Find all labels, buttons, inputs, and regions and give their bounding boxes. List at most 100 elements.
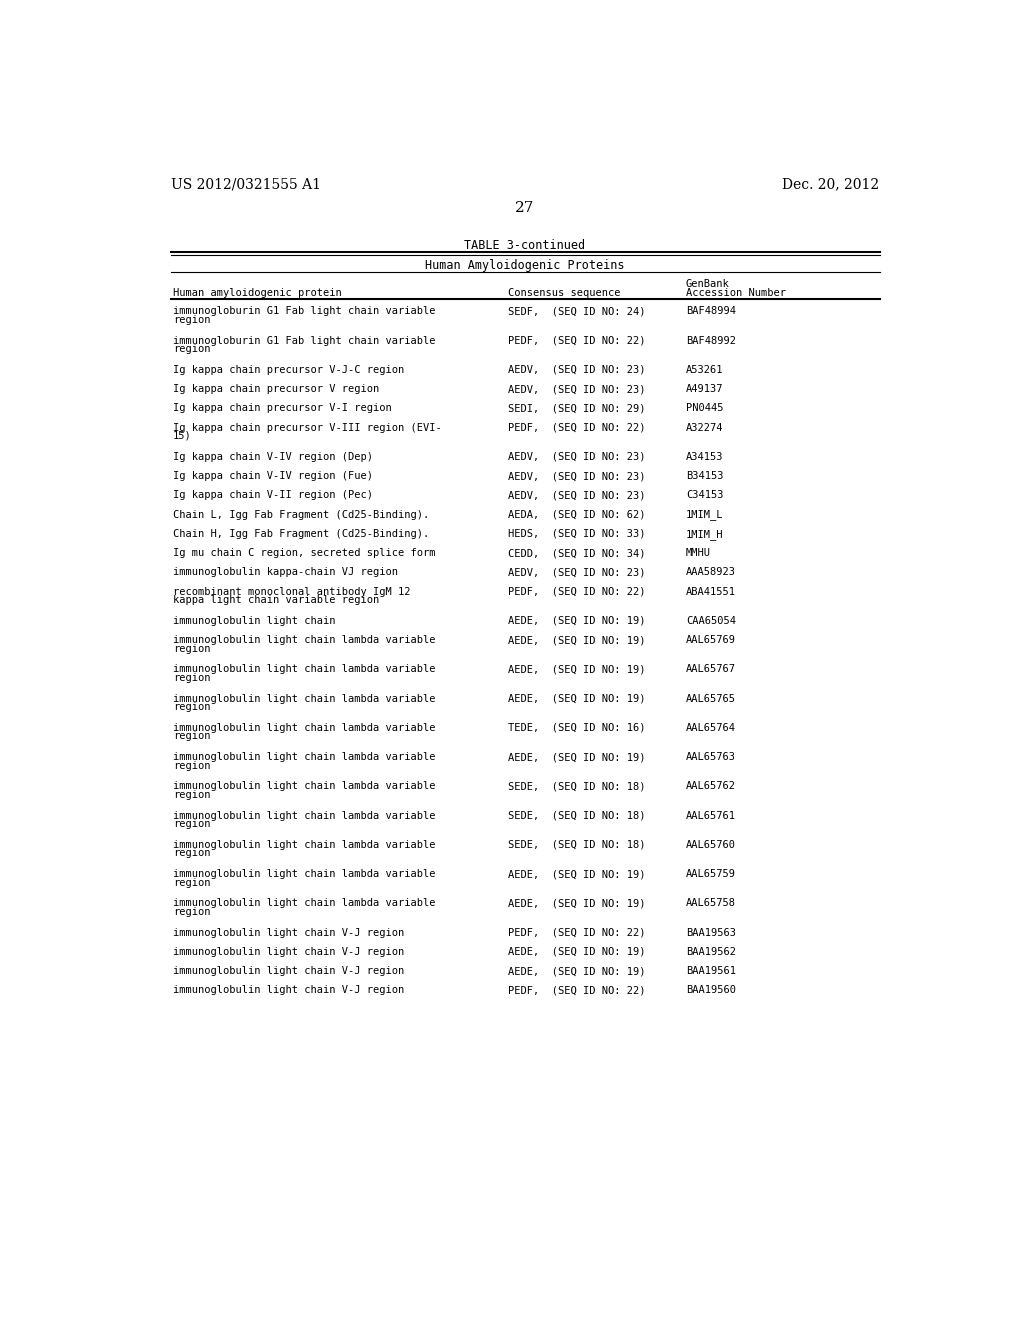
Text: immunoglobulin light chain lambda variable: immunoglobulin light chain lambda variab… <box>173 899 435 908</box>
Text: A53261: A53261 <box>686 364 724 375</box>
Text: immunogloburin G1 Fab light chain variable: immunogloburin G1 Fab light chain variab… <box>173 335 435 346</box>
Text: AAL65761: AAL65761 <box>686 810 736 821</box>
Text: immunoglobulin light chain lambda variable: immunoglobulin light chain lambda variab… <box>173 869 435 879</box>
Text: 1MIM_L: 1MIM_L <box>686 510 724 520</box>
Text: C34153: C34153 <box>686 490 724 500</box>
Text: BAA19562: BAA19562 <box>686 946 736 957</box>
Text: immunoglobulin kappa-chain VJ region: immunoglobulin kappa-chain VJ region <box>173 568 398 577</box>
Text: AEDE,  (SEQ ID NO: 19): AEDE, (SEQ ID NO: 19) <box>508 635 645 645</box>
Text: Chain H, Igg Fab Fragment (Cd25-Binding).: Chain H, Igg Fab Fragment (Cd25-Binding)… <box>173 529 429 539</box>
Text: BAF48994: BAF48994 <box>686 306 736 317</box>
Text: region: region <box>173 907 211 917</box>
Text: BAA19563: BAA19563 <box>686 928 736 937</box>
Text: B34153: B34153 <box>686 471 724 480</box>
Text: AEDE,  (SEQ ID NO: 19): AEDE, (SEQ ID NO: 19) <box>508 899 645 908</box>
Text: AAL65765: AAL65765 <box>686 693 736 704</box>
Text: AAL65760: AAL65760 <box>686 840 736 850</box>
Text: CEDD,  (SEQ ID NO: 34): CEDD, (SEQ ID NO: 34) <box>508 548 645 558</box>
Text: AAA58923: AAA58923 <box>686 568 736 577</box>
Text: immunoglobulin light chain V-J region: immunoglobulin light chain V-J region <box>173 966 404 975</box>
Text: AAL65758: AAL65758 <box>686 899 736 908</box>
Text: region: region <box>173 345 211 354</box>
Text: A34153: A34153 <box>686 451 724 462</box>
Text: Ig kappa chain precursor V-III region (EVI-: Ig kappa chain precursor V-III region (E… <box>173 422 441 433</box>
Text: Chain L, Igg Fab Fragment (Cd25-Binding).: Chain L, Igg Fab Fragment (Cd25-Binding)… <box>173 510 429 520</box>
Text: SEDF,  (SEQ ID NO: 24): SEDF, (SEQ ID NO: 24) <box>508 306 645 317</box>
Text: 1MIM_H: 1MIM_H <box>686 529 724 540</box>
Text: AEDA,  (SEQ ID NO: 62): AEDA, (SEQ ID NO: 62) <box>508 510 645 520</box>
Text: CAA65054: CAA65054 <box>686 615 736 626</box>
Text: immunogloburin G1 Fab light chain variable: immunogloburin G1 Fab light chain variab… <box>173 306 435 317</box>
Text: PEDF,  (SEQ ID NO: 22): PEDF, (SEQ ID NO: 22) <box>508 335 645 346</box>
Text: immunoglobulin light chain lambda variable: immunoglobulin light chain lambda variab… <box>173 752 435 762</box>
Text: SEDI,  (SEQ ID NO: 29): SEDI, (SEQ ID NO: 29) <box>508 404 645 413</box>
Text: region: region <box>173 789 211 800</box>
Text: AAL65759: AAL65759 <box>686 869 736 879</box>
Text: immunoglobulin light chain lambda variable: immunoglobulin light chain lambda variab… <box>173 781 435 791</box>
Text: PN0445: PN0445 <box>686 404 724 413</box>
Text: AAL65767: AAL65767 <box>686 664 736 675</box>
Text: AEDE,  (SEQ ID NO: 19): AEDE, (SEQ ID NO: 19) <box>508 664 645 675</box>
Text: immunoglobulin light chain lambda variable: immunoglobulin light chain lambda variab… <box>173 840 435 850</box>
Text: region: region <box>173 849 211 858</box>
Text: PEDF,  (SEQ ID NO: 22): PEDF, (SEQ ID NO: 22) <box>508 422 645 433</box>
Text: recombinant monoclonal antibody IgM 12: recombinant monoclonal antibody IgM 12 <box>173 586 411 597</box>
Text: region: region <box>173 878 211 887</box>
Text: immunoglobulin light chain V-J region: immunoglobulin light chain V-J region <box>173 946 404 957</box>
Text: AAL65763: AAL65763 <box>686 752 736 762</box>
Text: AEDE,  (SEQ ID NO: 19): AEDE, (SEQ ID NO: 19) <box>508 966 645 975</box>
Text: Consensus sequence: Consensus sequence <box>508 288 621 298</box>
Text: PEDF,  (SEQ ID NO: 22): PEDF, (SEQ ID NO: 22) <box>508 586 645 597</box>
Text: immunoglobulin light chain lambda variable: immunoglobulin light chain lambda variab… <box>173 810 435 821</box>
Text: AEDV,  (SEQ ID NO: 23): AEDV, (SEQ ID NO: 23) <box>508 364 645 375</box>
Text: region: region <box>173 702 211 711</box>
Text: PEDF,  (SEQ ID NO: 22): PEDF, (SEQ ID NO: 22) <box>508 928 645 937</box>
Text: US 2012/0321555 A1: US 2012/0321555 A1 <box>171 178 321 191</box>
Text: AAL65769: AAL65769 <box>686 635 736 645</box>
Text: BAA19560: BAA19560 <box>686 985 736 995</box>
Text: Ig kappa chain V-IV region (Dep): Ig kappa chain V-IV region (Dep) <box>173 451 373 462</box>
Text: region: region <box>173 673 211 682</box>
Text: SEDE,  (SEQ ID NO: 18): SEDE, (SEQ ID NO: 18) <box>508 810 645 821</box>
Text: AEDV,  (SEQ ID NO: 23): AEDV, (SEQ ID NO: 23) <box>508 384 645 393</box>
Text: immunoglobulin light chain lambda variable: immunoglobulin light chain lambda variab… <box>173 664 435 675</box>
Text: AEDE,  (SEQ ID NO: 19): AEDE, (SEQ ID NO: 19) <box>508 752 645 762</box>
Text: immunoglobulin light chain lambda variable: immunoglobulin light chain lambda variab… <box>173 723 435 733</box>
Text: MMHU: MMHU <box>686 548 711 558</box>
Text: AEDE,  (SEQ ID NO: 19): AEDE, (SEQ ID NO: 19) <box>508 946 645 957</box>
Text: immunoglobulin light chain V-J region: immunoglobulin light chain V-J region <box>173 928 404 937</box>
Text: region: region <box>173 731 211 742</box>
Text: TEDE,  (SEQ ID NO: 16): TEDE, (SEQ ID NO: 16) <box>508 723 645 733</box>
Text: kappa light chain variable region: kappa light chain variable region <box>173 595 379 605</box>
Text: ABA41551: ABA41551 <box>686 586 736 597</box>
Text: Dec. 20, 2012: Dec. 20, 2012 <box>782 178 879 191</box>
Text: TABLE 3-continued: TABLE 3-continued <box>464 239 586 252</box>
Text: AEDE,  (SEQ ID NO: 19): AEDE, (SEQ ID NO: 19) <box>508 693 645 704</box>
Text: immunoglobulin light chain: immunoglobulin light chain <box>173 615 336 626</box>
Text: region: region <box>173 314 211 325</box>
Text: AAL65764: AAL65764 <box>686 723 736 733</box>
Text: HEDS,  (SEQ ID NO: 33): HEDS, (SEQ ID NO: 33) <box>508 529 645 539</box>
Text: immunoglobulin light chain lambda variable: immunoglobulin light chain lambda variab… <box>173 693 435 704</box>
Text: AEDV,  (SEQ ID NO: 23): AEDV, (SEQ ID NO: 23) <box>508 568 645 577</box>
Text: GenBank: GenBank <box>686 280 730 289</box>
Text: Ig kappa chain precursor V-I region: Ig kappa chain precursor V-I region <box>173 404 392 413</box>
Text: 27: 27 <box>515 201 535 215</box>
Text: Ig kappa chain V-IV region (Fue): Ig kappa chain V-IV region (Fue) <box>173 471 373 480</box>
Text: immunoglobulin light chain lambda variable: immunoglobulin light chain lambda variab… <box>173 635 435 645</box>
Text: AEDE,  (SEQ ID NO: 19): AEDE, (SEQ ID NO: 19) <box>508 869 645 879</box>
Text: region: region <box>173 818 211 829</box>
Text: AEDE,  (SEQ ID NO: 19): AEDE, (SEQ ID NO: 19) <box>508 615 645 626</box>
Text: 15): 15) <box>173 430 191 441</box>
Text: PEDF,  (SEQ ID NO: 22): PEDF, (SEQ ID NO: 22) <box>508 985 645 995</box>
Text: Accession Number: Accession Number <box>686 288 786 298</box>
Text: BAA19561: BAA19561 <box>686 966 736 975</box>
Text: AEDV,  (SEQ ID NO: 23): AEDV, (SEQ ID NO: 23) <box>508 471 645 480</box>
Text: Ig mu chain C region, secreted splice form: Ig mu chain C region, secreted splice fo… <box>173 548 435 558</box>
Text: A49137: A49137 <box>686 384 724 393</box>
Text: Human Amyloidogenic Proteins: Human Amyloidogenic Proteins <box>425 259 625 272</box>
Text: BAF48992: BAF48992 <box>686 335 736 346</box>
Text: immunoglobulin light chain V-J region: immunoglobulin light chain V-J region <box>173 985 404 995</box>
Text: Ig kappa chain precursor V region: Ig kappa chain precursor V region <box>173 384 379 393</box>
Text: SEDE,  (SEQ ID NO: 18): SEDE, (SEQ ID NO: 18) <box>508 781 645 791</box>
